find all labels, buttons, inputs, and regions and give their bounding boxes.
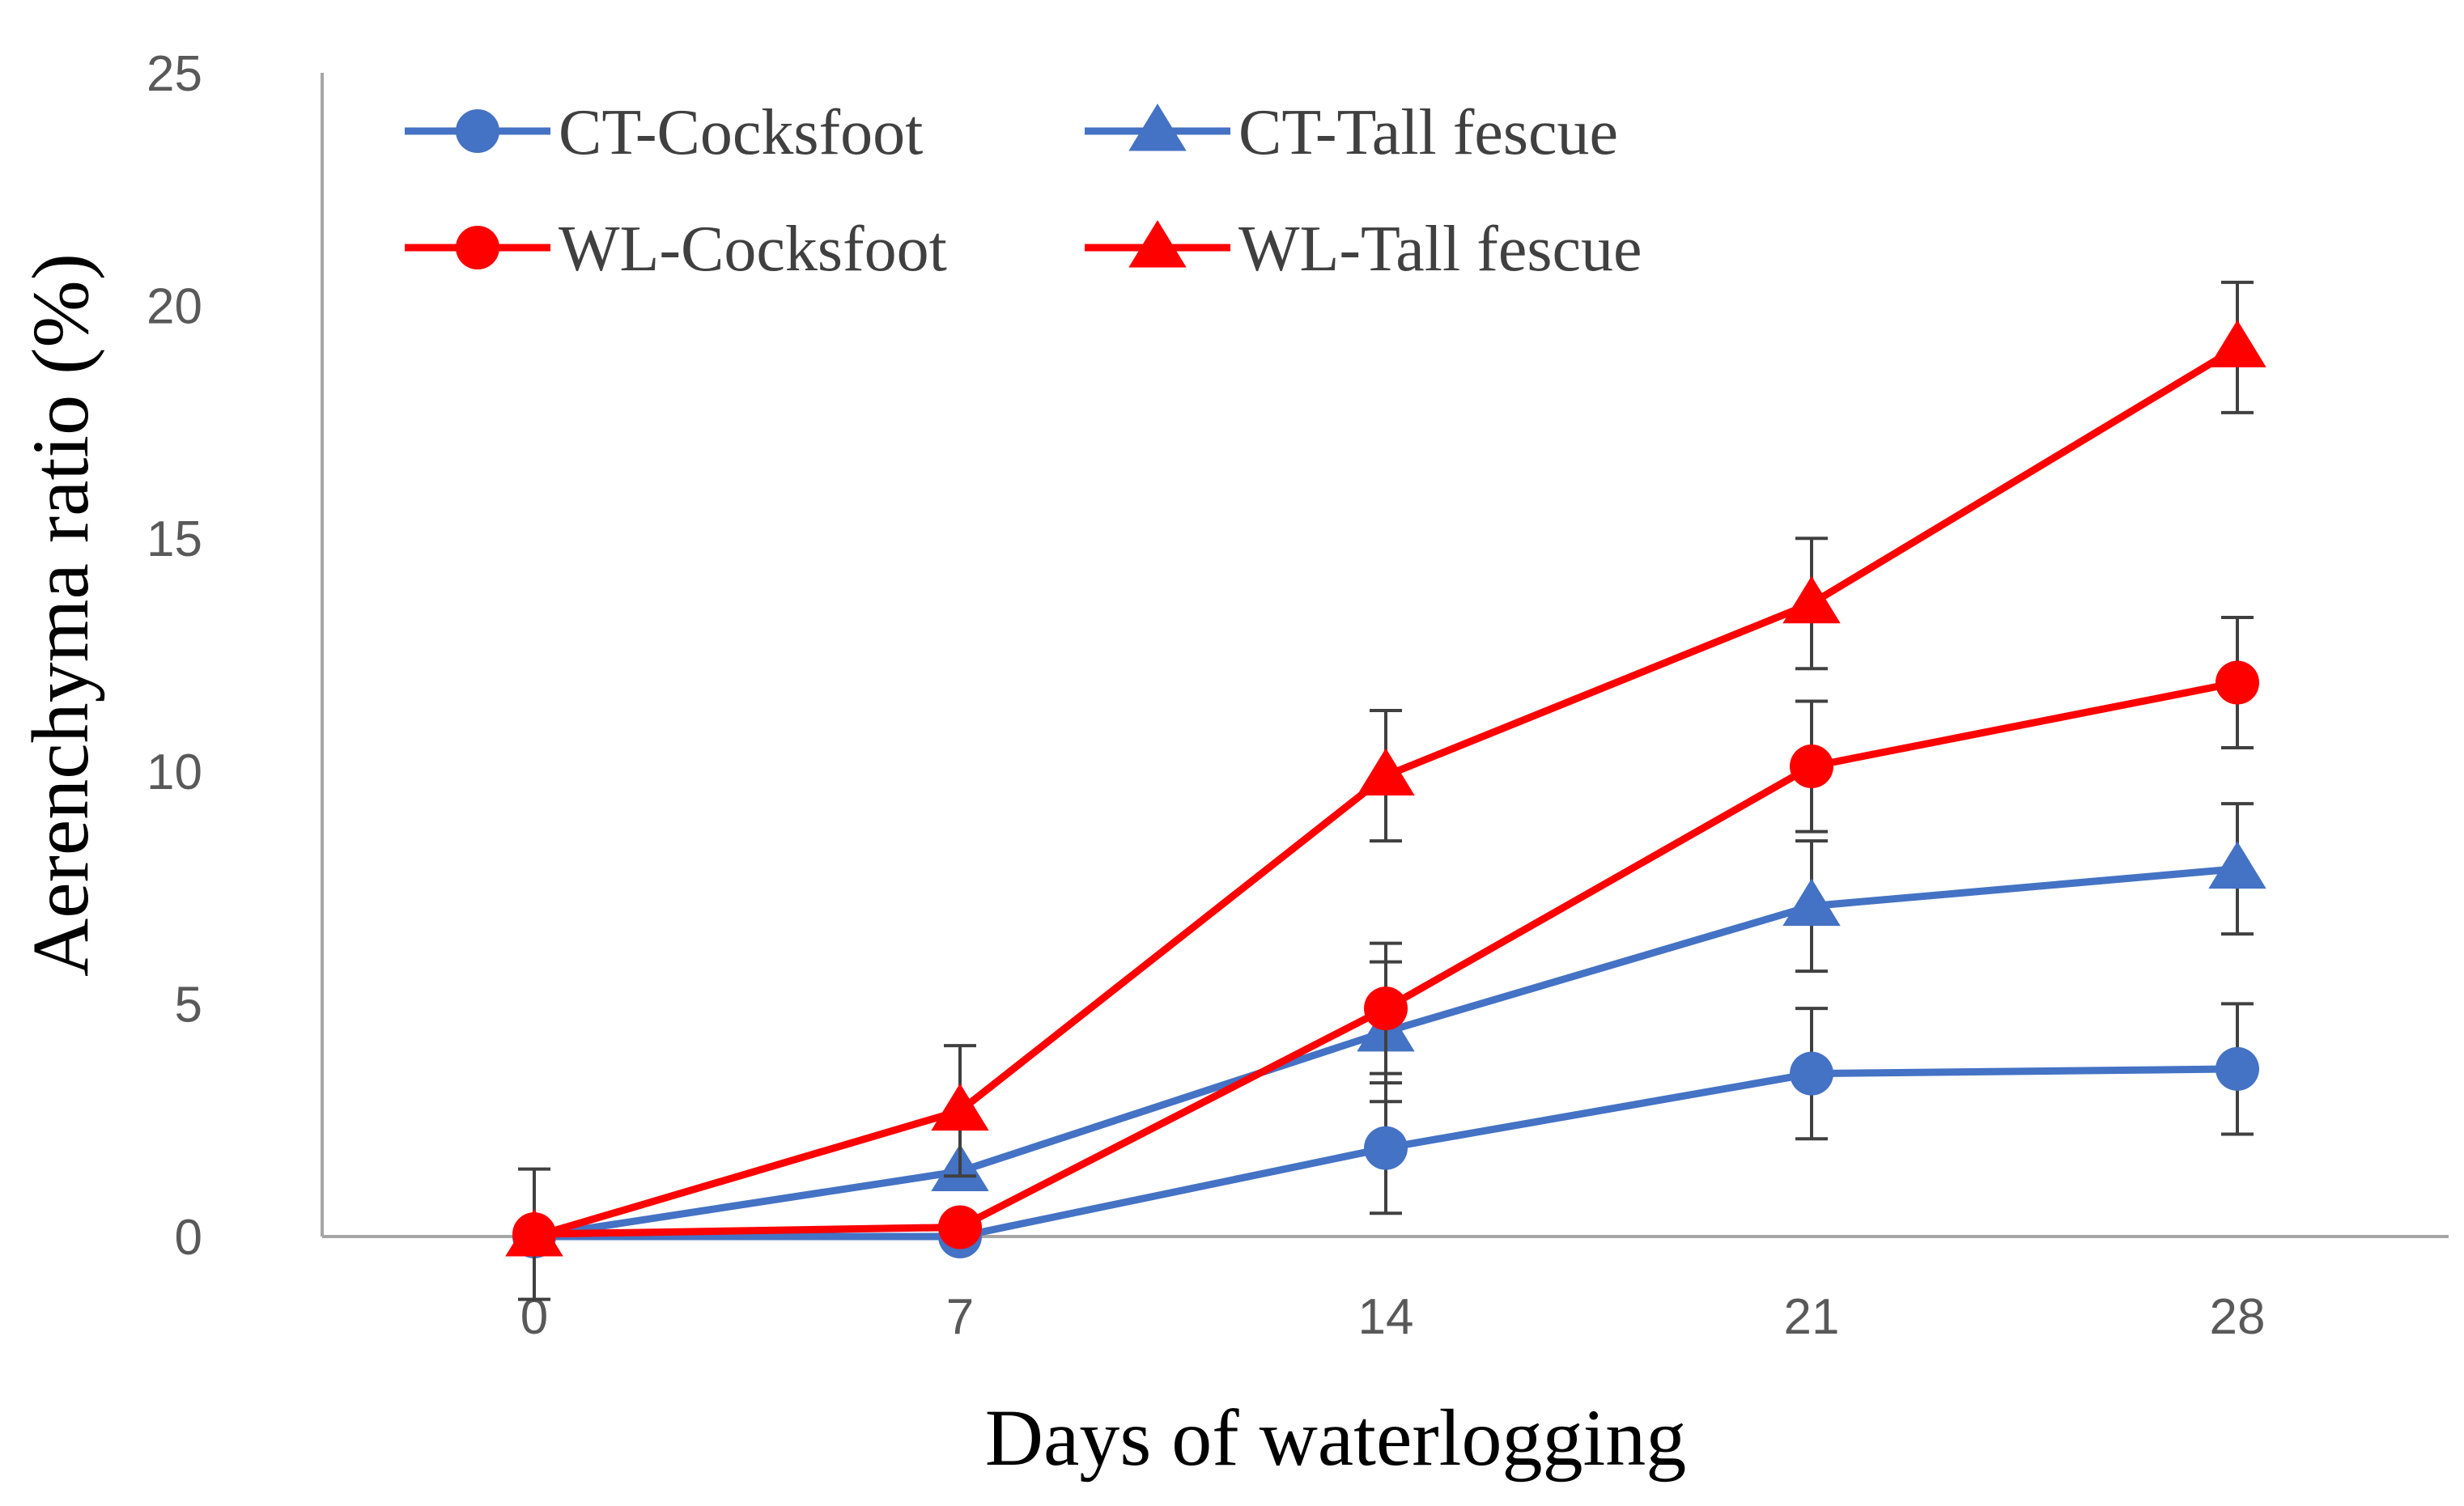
- x-tick-label: 21: [1784, 1289, 1840, 1345]
- legend-item: WL-Tall fescue: [1085, 214, 1642, 285]
- data-point: [2208, 320, 2266, 367]
- x-tick-label: 7: [946, 1289, 974, 1345]
- data-point: [2208, 841, 2266, 889]
- legend-label: CT-Cocksfoot: [559, 97, 923, 168]
- legend-marker: [456, 109, 499, 153]
- series: [505, 280, 2266, 1301]
- y-tick-label: 25: [147, 46, 202, 102]
- data-point: [1357, 748, 1415, 796]
- y-tick-label: 5: [175, 977, 202, 1033]
- y-tick-label: 0: [175, 1210, 202, 1266]
- y-tick-label: 20: [147, 279, 202, 335]
- x-tick-labels: 0 7 14 21 28: [520, 1289, 2266, 1345]
- legend-marker: [1128, 220, 1187, 268]
- legend: CT-Cocksfoot CT-Tall fescue WL-Cocksfoot WL…: [405, 97, 1642, 285]
- legend-label: CT-Tall fescue: [1238, 97, 1618, 168]
- data-point: [2215, 660, 2259, 705]
- x-tick-label: 28: [2210, 1289, 2266, 1345]
- legend-item: WL-Cocksfoot: [405, 214, 947, 285]
- x-axis-title: Days of waterlogging: [985, 1393, 1686, 1483]
- data-point: [931, 1083, 989, 1131]
- data-point: [1364, 986, 1408, 1031]
- data-point: [1782, 878, 1841, 927]
- y-tick-label: 10: [147, 745, 202, 800]
- legend-label: WL-Cocksfoot: [559, 214, 947, 285]
- data-point: [1782, 575, 1841, 624]
- legend-marker: [1128, 104, 1187, 151]
- data-point: [1790, 745, 1833, 789]
- series-3: [505, 280, 2266, 1257]
- legend-item: CT-Tall fescue: [1085, 97, 1618, 168]
- y-tick-labels: 0 5 10 15 20 25: [147, 46, 202, 1266]
- y-axis-title: Aerenchyma ratio (%): [15, 253, 105, 977]
- data-point: [2215, 1046, 2259, 1091]
- data-point: [1364, 1126, 1408, 1170]
- legend-item: CT-Cocksfoot: [405, 97, 923, 168]
- y-tick-label: 15: [147, 511, 202, 567]
- legend-label: WL-Tall fescue: [1238, 214, 1642, 285]
- x-tick-label: 14: [1358, 1289, 1414, 1345]
- legend-marker: [456, 226, 499, 269]
- data-point: [1790, 1051, 1833, 1096]
- data-point: [938, 1205, 982, 1249]
- data-point: [505, 1209, 563, 1257]
